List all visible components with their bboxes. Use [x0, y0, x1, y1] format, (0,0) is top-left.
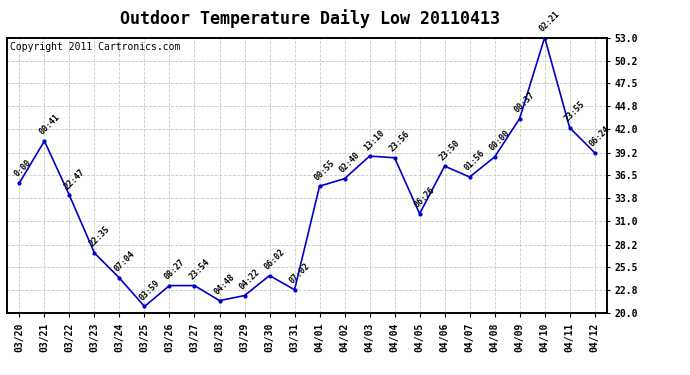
Text: 23:55: 23:55	[563, 99, 586, 123]
Text: Copyright 2011 Cartronics.com: Copyright 2011 Cartronics.com	[10, 42, 180, 52]
Text: 07:04: 07:04	[112, 250, 137, 274]
Text: 04:48: 04:48	[213, 272, 237, 296]
Text: 00:41: 00:41	[37, 113, 61, 137]
Text: 13:10: 13:10	[363, 128, 386, 152]
Text: 00:55: 00:55	[313, 158, 337, 182]
Text: 23:56: 23:56	[388, 130, 412, 154]
Text: 00:37: 00:37	[513, 90, 537, 114]
Text: 06:24: 06:24	[588, 124, 612, 148]
Text: 08:27: 08:27	[163, 257, 186, 281]
Text: 03:59: 03:59	[137, 278, 161, 302]
Text: 23:54: 23:54	[188, 257, 212, 281]
Text: 22:35: 22:35	[88, 225, 112, 249]
Text: 22:47: 22:47	[63, 167, 86, 191]
Text: Outdoor Temperature Daily Low 20110413: Outdoor Temperature Daily Low 20110413	[121, 9, 500, 28]
Text: 06:26: 06:26	[413, 186, 437, 210]
Text: 00:00: 00:00	[488, 129, 512, 153]
Text: 23:50: 23:50	[437, 138, 462, 162]
Text: 06:02: 06:02	[263, 248, 286, 272]
Text: 02:21: 02:21	[538, 9, 562, 33]
Text: 01:56: 01:56	[463, 149, 486, 173]
Text: 0:00: 0:00	[12, 158, 33, 178]
Text: 07:02: 07:02	[288, 261, 312, 286]
Text: 04:22: 04:22	[237, 267, 262, 291]
Text: 02:40: 02:40	[337, 150, 362, 174]
